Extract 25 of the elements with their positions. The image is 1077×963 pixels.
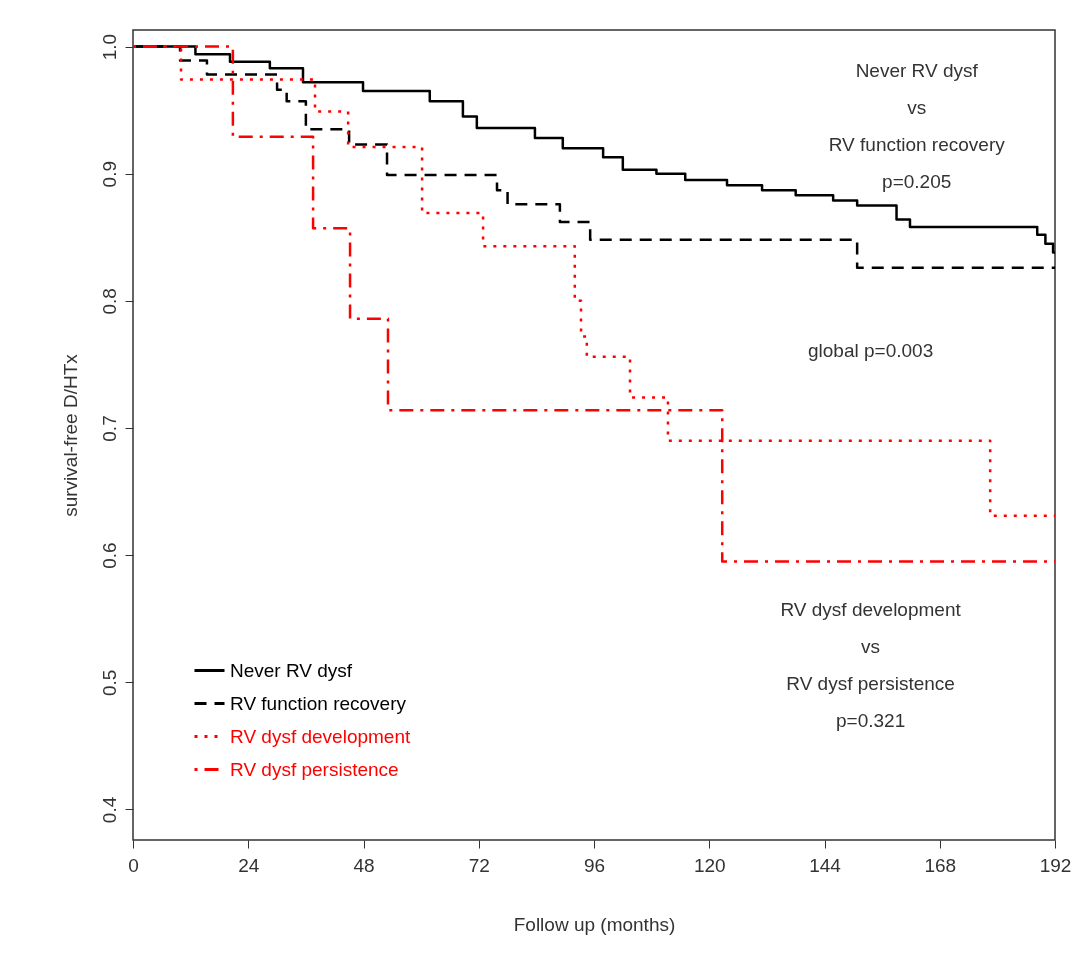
legend-label: Never RV dysf [230,659,353,681]
x-tick-label: 120 [693,854,726,876]
legend-label: RV dysf development [230,725,411,747]
x-tick-label: 48 [353,854,375,876]
x-tick-label: 192 [1039,854,1072,876]
x-axis-title: Follow up (months) [513,913,676,935]
x-tick-label: 144 [809,854,842,876]
x-tick-label: 24 [238,854,260,876]
y-tick-label: 1.0 [98,33,120,61]
y-tick-label: 0.5 [98,669,120,697]
annotation: Never RV dysf vs RV function recovery p=0.205 [828,60,1006,193]
x-tick-label: 96 [583,854,606,876]
y-tick-label: 0.4 [98,796,120,824]
y-axis-title: survival-free D/HTx [59,353,81,517]
x-tick-label: 168 [924,854,957,876]
annotation: RV dysf development vs RV dysf persistence p=0.321 [780,599,962,732]
y-tick-label: 0.8 [98,288,120,315]
annotation: global p=0.003 [808,339,934,361]
y-tick-label: 0.9 [98,160,120,188]
y-tick-label: 0.7 [98,415,120,442]
legend-label: RV function recovery [230,692,407,714]
y-tick-label: 0.6 [98,542,120,569]
legend-label: RV dysf persistence [230,758,399,780]
x-tick-label: 72 [468,854,490,876]
x-tick-label: 0 [128,854,139,876]
